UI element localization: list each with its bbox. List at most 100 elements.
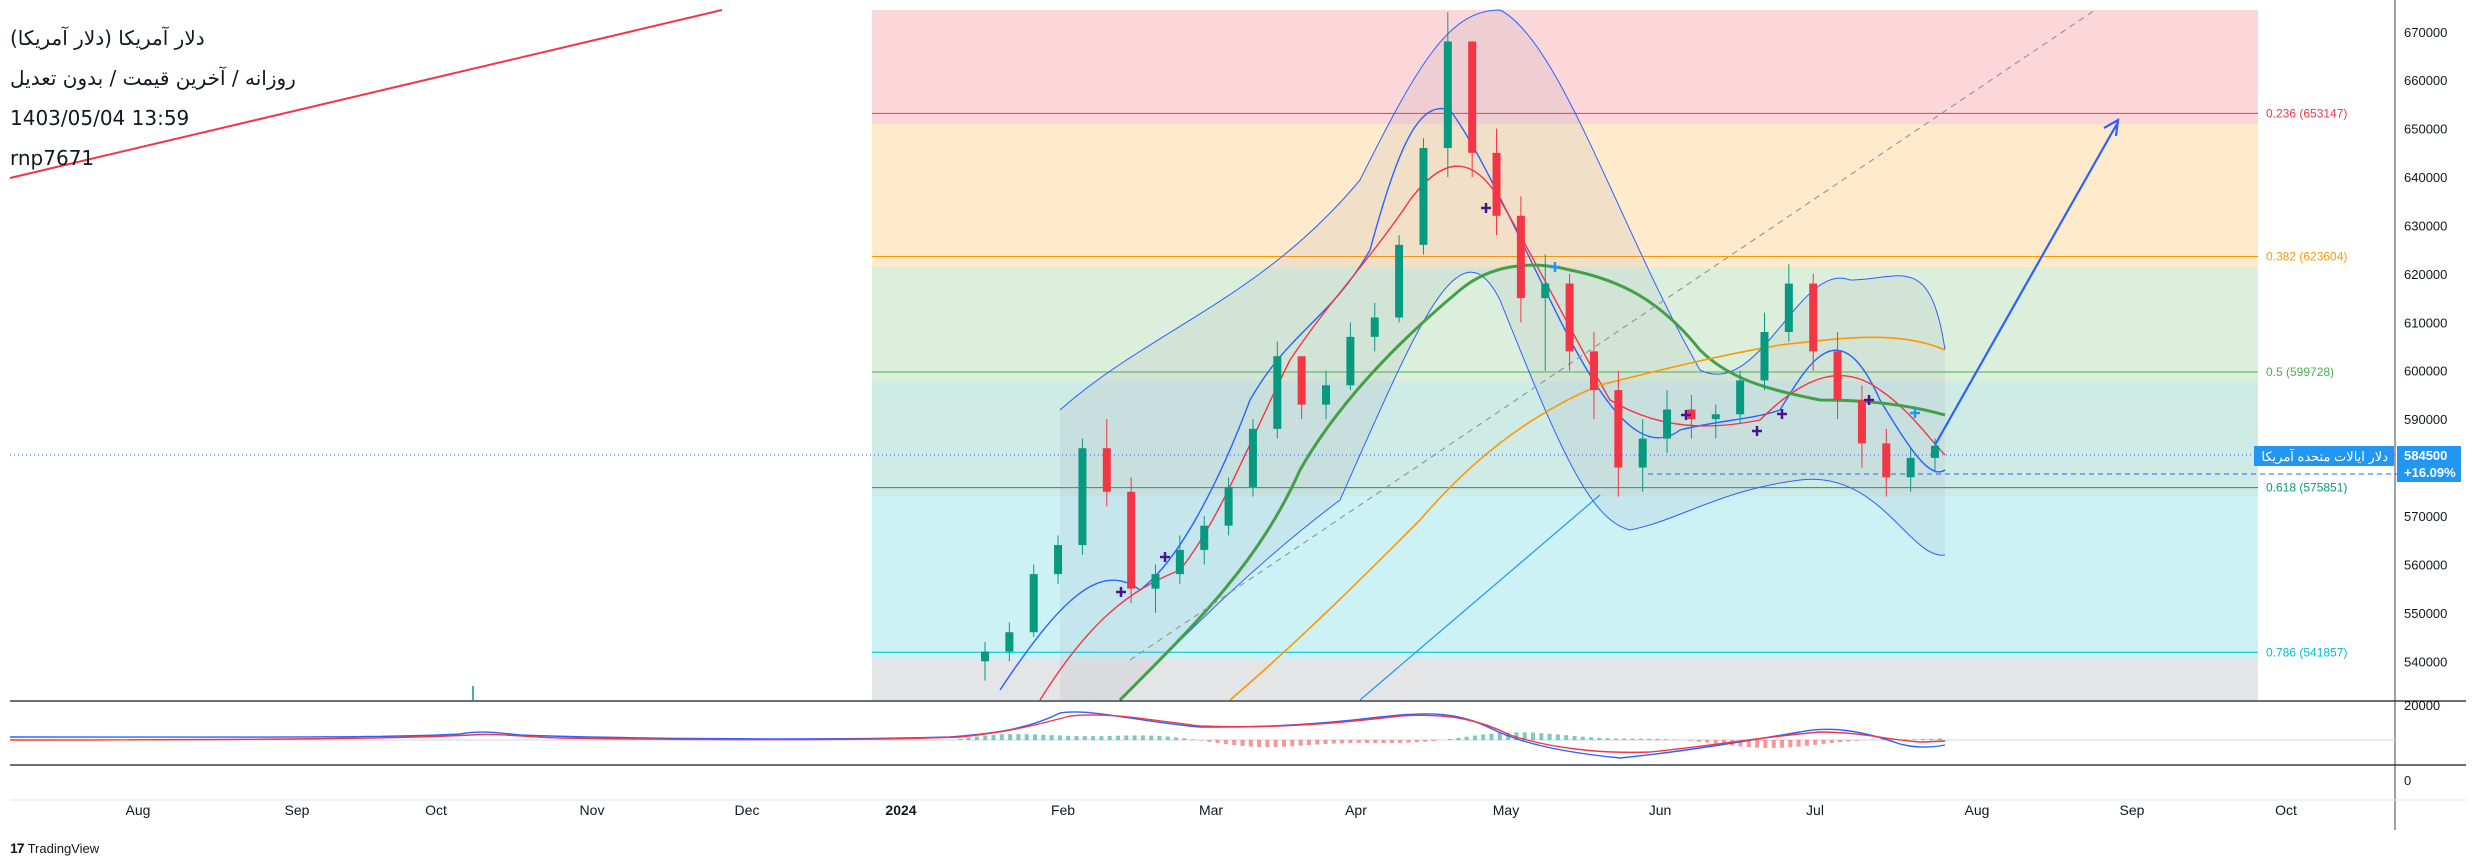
histogram-bar (1332, 740, 1336, 744)
candle-body (1444, 41, 1452, 148)
histogram-bar (1822, 740, 1826, 744)
tradingview-logo-icon: 17 (10, 840, 24, 856)
histogram-bar (1116, 736, 1120, 740)
price-tick-660000: 660000 (2404, 73, 2447, 88)
histogram-bar (1573, 736, 1577, 740)
histogram-bar (1290, 740, 1294, 746)
histogram-bar (1348, 740, 1352, 743)
histogram-bar (1473, 736, 1477, 740)
candle-body (1493, 153, 1501, 216)
candle-body (1736, 380, 1744, 414)
histogram-bar (1241, 740, 1245, 746)
price-tick-540000: 540000 (2404, 654, 2447, 669)
symbol-label: دلار ایالات متحده آمریکا (2261, 448, 2388, 465)
legend-datetime: 1403/05/04 13:59 (10, 98, 296, 138)
price-tick-640000: 640000 (2404, 170, 2447, 185)
histogram-bar (1058, 735, 1062, 740)
histogram-bar (1664, 739, 1668, 740)
fib-label-0.382: 0.382 (623604) (2266, 249, 2347, 263)
histogram-bar (1324, 740, 1328, 744)
histogram-bar (1398, 740, 1402, 743)
histogram-bar (1315, 740, 1319, 745)
indicator-tick-20000: 20000 (2404, 698, 2440, 713)
candle-body (1298, 356, 1306, 404)
chart-legend: دلار آمریکا (دلار آمریکا) روزانه / آخرین… (10, 18, 296, 178)
candle-body (1419, 148, 1427, 245)
time-tick-0: Aug (126, 802, 151, 818)
histogram-bar (1149, 736, 1153, 740)
time-tick-12: Aug (1965, 802, 1990, 818)
histogram-bar (1108, 736, 1112, 740)
histogram-bar (1008, 734, 1012, 740)
histogram-bar (1846, 740, 1850, 741)
candle-body (1225, 487, 1233, 526)
candle-body (1590, 351, 1598, 390)
histogram-bar (1265, 740, 1269, 747)
histogram-bar (1307, 740, 1311, 745)
histogram-bar (1539, 733, 1543, 740)
histogram-bar (1481, 735, 1485, 740)
macd-signal-red (10, 715, 1945, 752)
last-price: 584500 (2404, 448, 2447, 463)
candle-body (1152, 574, 1160, 589)
histogram-bar (1556, 734, 1560, 740)
histogram-bar (1066, 736, 1070, 740)
price-tick-610000: 610000 (2404, 315, 2447, 330)
histogram-bar (1622, 739, 1626, 740)
candle-body (1346, 337, 1354, 385)
legend-title: دلار آمریکا (دلار آمریکا) (10, 18, 296, 58)
time-tick-6: Feb (1051, 802, 1075, 818)
histogram-bar (1589, 737, 1593, 740)
histogram-bar (1548, 734, 1552, 740)
time-tick-8: Apr (1345, 802, 1367, 818)
candle-body (1322, 385, 1330, 404)
histogram-bar (1697, 740, 1701, 742)
histogram-bar (1797, 740, 1801, 747)
tradingview-branding[interactable]: 17 TradingView (10, 840, 99, 856)
candle-body (1395, 245, 1403, 318)
histogram-bar (1813, 740, 1817, 745)
price-axis[interactable]: 5400005500005600005700005800005900006000… (2404, 25, 2447, 669)
histogram-bar (1597, 738, 1601, 740)
price-tick-590000: 590000 (2404, 412, 2447, 427)
time-tick-3: Nov (580, 802, 605, 818)
histogram-bar (1788, 740, 1792, 747)
histogram-bar (1830, 740, 1834, 743)
histogram-bar (1407, 740, 1411, 743)
histogram-bar (1938, 738, 1942, 740)
histogram-bar (1382, 740, 1386, 743)
fib-label-0.5: 0.5 (599728) (2266, 365, 2334, 379)
histogram-bar (1166, 737, 1170, 740)
histogram-bar (1921, 739, 1925, 740)
fib-label-0.786: 0.786 (541857) (2266, 645, 2347, 659)
histogram-bar (1224, 740, 1228, 744)
histogram-bar (1763, 740, 1767, 748)
histogram-bar (1091, 736, 1095, 740)
candle-body (1054, 545, 1062, 574)
histogram-bar (1232, 740, 1236, 745)
histogram-bar (1274, 740, 1278, 747)
histogram-bar (1448, 739, 1452, 740)
candle-body (1566, 284, 1574, 352)
histogram-bar (1705, 740, 1709, 743)
histogram-bar (1639, 739, 1643, 740)
histogram-bar (1083, 736, 1087, 740)
candle-body (1834, 351, 1842, 399)
candle-body (981, 652, 989, 662)
fib-label-0.618: 0.618 (575851) (2266, 481, 2347, 495)
candle-body (1639, 439, 1647, 468)
time-tick-14: Oct (2275, 802, 2297, 818)
price-tick-620000: 620000 (2404, 267, 2447, 282)
legend-subtitle: روزانه / آخرین قیمت / بدون تعدیل (10, 58, 296, 98)
candle-body (1468, 41, 1476, 152)
histogram-bar (1780, 740, 1784, 748)
legend-author: rnp7671 (10, 138, 296, 178)
time-tick-2: Oct (425, 802, 447, 818)
candle-body (1005, 632, 1013, 651)
histogram-bar (975, 736, 979, 740)
histogram-bar (1490, 734, 1494, 740)
histogram-bar (1606, 738, 1610, 740)
